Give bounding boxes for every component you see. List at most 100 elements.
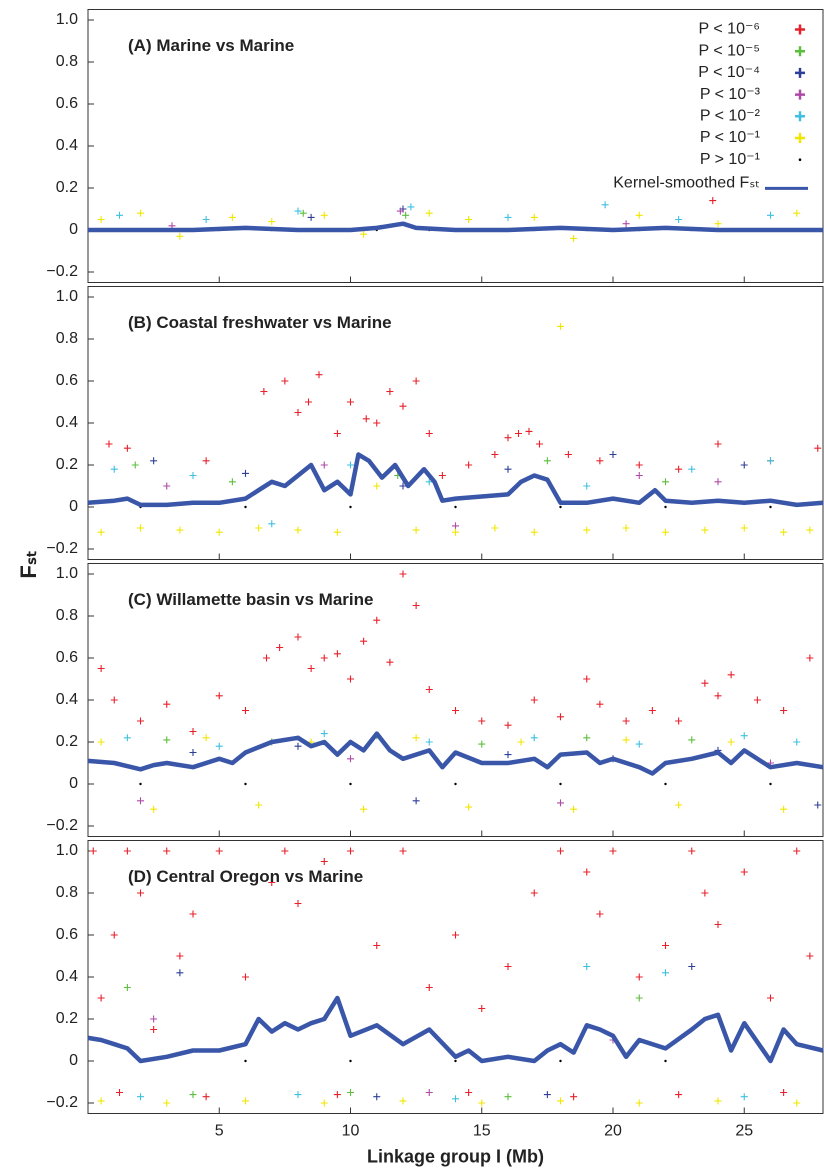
- point: [399, 1097, 407, 1105]
- point: [701, 889, 709, 897]
- point: [557, 322, 564, 330]
- point: [557, 1097, 564, 1105]
- point: [255, 524, 263, 532]
- point: [97, 528, 105, 536]
- point: [530, 696, 538, 704]
- point: [793, 209, 801, 217]
- point: [263, 654, 270, 662]
- legend-swatch: [798, 158, 802, 161]
- y-tick-label: 0.8: [56, 330, 78, 347]
- legend-swatch: [795, 24, 805, 35]
- point: [583, 526, 591, 534]
- point: [793, 847, 801, 855]
- point: [305, 398, 312, 406]
- y-tick-label: 1.0: [56, 11, 78, 28]
- point: [767, 211, 774, 219]
- point: [425, 1089, 433, 1096]
- point: [714, 1097, 722, 1105]
- point: [583, 963, 591, 970]
- point: [242, 707, 249, 714]
- point: [315, 371, 323, 379]
- legend-label: P < 10⁻³: [700, 86, 761, 103]
- x-tick-label: 10: [342, 1123, 360, 1140]
- legend-label: P < 10⁻⁴: [698, 64, 760, 81]
- point: [609, 847, 617, 855]
- point: [176, 232, 184, 240]
- point: [189, 728, 197, 735]
- point: [583, 734, 591, 742]
- point: [557, 799, 564, 807]
- point: [596, 457, 604, 465]
- point: [662, 969, 669, 977]
- point: [163, 482, 171, 490]
- point: [664, 505, 667, 509]
- y-axis-label: Fₛₜ: [16, 550, 41, 578]
- point: [97, 994, 105, 1002]
- point: [137, 889, 144, 897]
- point: [163, 847, 171, 855]
- point: [116, 1089, 123, 1096]
- point: [412, 797, 420, 805]
- point: [806, 952, 814, 960]
- point: [163, 736, 171, 744]
- point: [333, 528, 341, 536]
- point: [399, 402, 407, 410]
- point: [150, 805, 158, 813]
- y-tick-label: 0.4: [56, 414, 78, 431]
- y-tick-label: 0.2: [56, 1010, 78, 1027]
- point: [517, 738, 525, 746]
- point: [609, 451, 617, 458]
- point: [635, 1099, 643, 1107]
- point: [202, 734, 210, 742]
- point: [333, 1091, 341, 1099]
- legend-swatch: [795, 89, 805, 100]
- point: [137, 797, 144, 805]
- legend-swatch: [795, 46, 805, 57]
- point: [373, 419, 381, 427]
- y-tick-label: 0.4: [56, 137, 78, 154]
- point: [675, 801, 683, 809]
- legend-label: P < 10⁻²: [700, 108, 761, 125]
- y-tick-label: 1.0: [56, 288, 78, 305]
- point: [189, 472, 197, 479]
- point: [396, 207, 404, 215]
- point: [176, 526, 184, 534]
- legend-swatch: [795, 111, 805, 122]
- y-tick-label: −0.2: [46, 817, 78, 834]
- point: [465, 461, 473, 469]
- point: [688, 963, 696, 970]
- point: [559, 505, 562, 509]
- y-tick-label: 0.2: [56, 456, 78, 473]
- point: [767, 994, 774, 1002]
- point: [373, 482, 381, 490]
- point: [215, 847, 223, 855]
- point: [242, 1097, 249, 1105]
- point: [320, 211, 328, 219]
- y-tick-label: −0.2: [46, 540, 78, 557]
- point: [635, 461, 643, 469]
- point: [714, 478, 722, 486]
- point: [123, 734, 131, 742]
- point: [530, 528, 538, 536]
- point: [97, 738, 105, 746]
- point: [504, 465, 512, 473]
- panel-title: (B) Coastal freshwater vs Marine: [128, 313, 392, 332]
- point: [530, 889, 538, 897]
- point: [399, 570, 407, 578]
- point: [347, 461, 354, 469]
- point: [583, 482, 591, 490]
- point: [688, 847, 696, 855]
- point: [150, 1026, 158, 1033]
- point: [131, 461, 139, 469]
- point: [320, 654, 328, 662]
- point: [806, 654, 814, 662]
- y-tick-label: 0.6: [56, 372, 78, 389]
- point: [294, 526, 302, 534]
- point: [664, 782, 667, 786]
- point: [740, 524, 748, 532]
- point: [320, 858, 328, 865]
- point: [202, 216, 210, 223]
- point: [399, 482, 407, 490]
- point: [635, 211, 643, 219]
